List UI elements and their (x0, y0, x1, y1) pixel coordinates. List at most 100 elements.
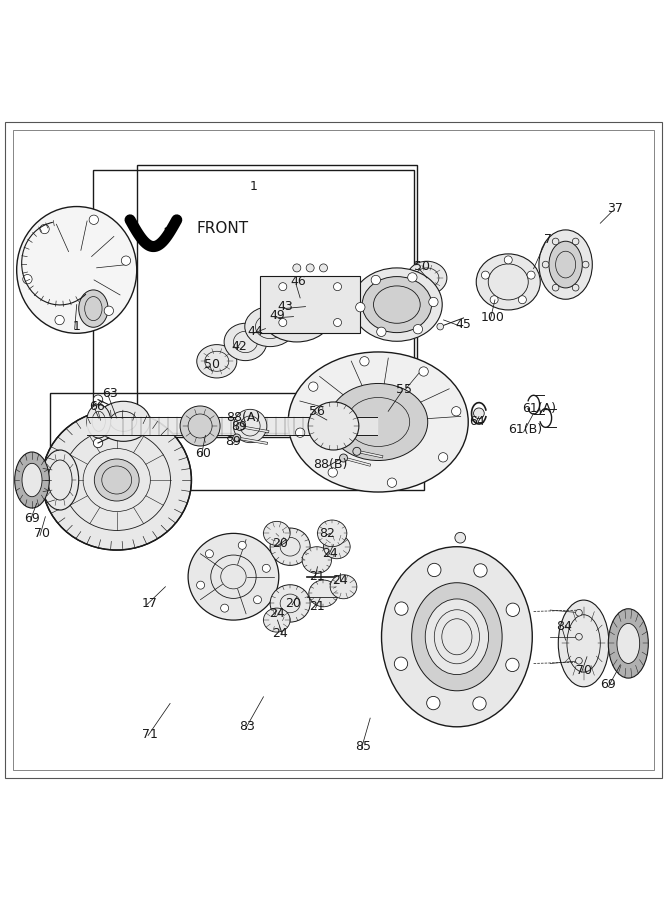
Circle shape (572, 238, 579, 245)
Circle shape (552, 238, 559, 245)
Text: 85: 85 (356, 741, 372, 753)
Circle shape (328, 468, 338, 477)
Text: 24: 24 (272, 627, 288, 640)
Ellipse shape (94, 459, 139, 501)
Text: 43: 43 (277, 300, 293, 313)
Circle shape (388, 478, 397, 487)
Ellipse shape (262, 292, 331, 342)
Text: 100: 100 (480, 311, 504, 324)
Circle shape (408, 273, 417, 282)
Text: 88(B): 88(B) (313, 458, 348, 472)
Text: 46: 46 (290, 275, 306, 288)
Circle shape (474, 563, 487, 577)
Ellipse shape (476, 254, 540, 310)
Circle shape (360, 356, 369, 366)
Text: 69: 69 (600, 679, 616, 691)
Circle shape (93, 438, 103, 447)
Ellipse shape (180, 406, 220, 446)
Text: 1: 1 (73, 320, 81, 333)
Ellipse shape (224, 323, 267, 361)
Circle shape (394, 657, 408, 670)
Circle shape (238, 541, 246, 549)
Circle shape (319, 264, 327, 272)
Ellipse shape (329, 383, 428, 461)
Ellipse shape (412, 582, 502, 691)
Text: 60: 60 (195, 446, 211, 460)
Ellipse shape (549, 241, 582, 288)
Circle shape (395, 602, 408, 616)
Text: 24: 24 (269, 607, 285, 620)
Circle shape (419, 367, 428, 376)
Text: 21: 21 (309, 571, 325, 583)
Ellipse shape (41, 450, 79, 510)
Circle shape (104, 306, 113, 316)
Circle shape (197, 581, 205, 590)
Circle shape (576, 657, 582, 664)
Ellipse shape (15, 452, 49, 508)
Circle shape (340, 454, 348, 462)
Text: 1: 1 (249, 180, 257, 193)
Circle shape (356, 302, 365, 312)
Circle shape (504, 256, 512, 264)
Text: 7: 7 (544, 233, 552, 247)
Ellipse shape (245, 307, 295, 346)
Circle shape (437, 323, 444, 330)
Circle shape (93, 395, 103, 404)
Ellipse shape (270, 528, 310, 565)
Circle shape (428, 563, 441, 577)
Circle shape (506, 603, 520, 616)
Text: 20: 20 (285, 597, 301, 610)
Text: 88(A): 88(A) (226, 411, 261, 425)
Circle shape (582, 261, 589, 268)
Circle shape (455, 533, 466, 543)
Circle shape (279, 283, 287, 291)
Text: 24: 24 (332, 573, 348, 587)
Circle shape (572, 284, 579, 291)
Ellipse shape (426, 598, 488, 675)
Text: 56: 56 (309, 405, 325, 418)
Text: 44: 44 (247, 325, 263, 338)
Circle shape (221, 604, 229, 612)
Text: 63: 63 (102, 387, 118, 400)
Ellipse shape (323, 535, 350, 559)
Text: 50: 50 (414, 260, 430, 273)
Text: 17: 17 (142, 597, 158, 610)
Circle shape (253, 596, 261, 604)
Circle shape (371, 275, 380, 284)
Circle shape (473, 697, 486, 710)
Ellipse shape (42, 410, 191, 550)
Text: 61(A): 61(A) (522, 402, 556, 415)
Ellipse shape (539, 230, 592, 300)
Text: FRONT: FRONT (197, 221, 249, 236)
Circle shape (279, 319, 287, 327)
Ellipse shape (97, 401, 150, 441)
Text: 45: 45 (456, 318, 472, 331)
Circle shape (55, 315, 64, 325)
Circle shape (518, 296, 526, 303)
Text: 42: 42 (231, 340, 247, 353)
Circle shape (438, 453, 448, 462)
Text: 49: 49 (269, 309, 285, 322)
Text: 83: 83 (239, 720, 255, 733)
Text: 66: 66 (89, 400, 105, 413)
Circle shape (452, 407, 461, 416)
Circle shape (309, 382, 318, 392)
Ellipse shape (308, 402, 359, 450)
Ellipse shape (382, 546, 532, 727)
Text: 89: 89 (231, 420, 247, 433)
Ellipse shape (352, 268, 442, 341)
Ellipse shape (270, 585, 310, 622)
Circle shape (474, 408, 484, 418)
Circle shape (482, 271, 490, 279)
Text: 89: 89 (225, 436, 241, 448)
Text: 82: 82 (319, 526, 335, 540)
Ellipse shape (309, 580, 338, 607)
Text: 21: 21 (309, 600, 325, 613)
Ellipse shape (608, 608, 648, 678)
Ellipse shape (362, 276, 432, 333)
Circle shape (576, 634, 582, 640)
Ellipse shape (558, 600, 609, 687)
Ellipse shape (263, 608, 290, 632)
Circle shape (293, 264, 301, 272)
Text: 20: 20 (272, 537, 288, 550)
